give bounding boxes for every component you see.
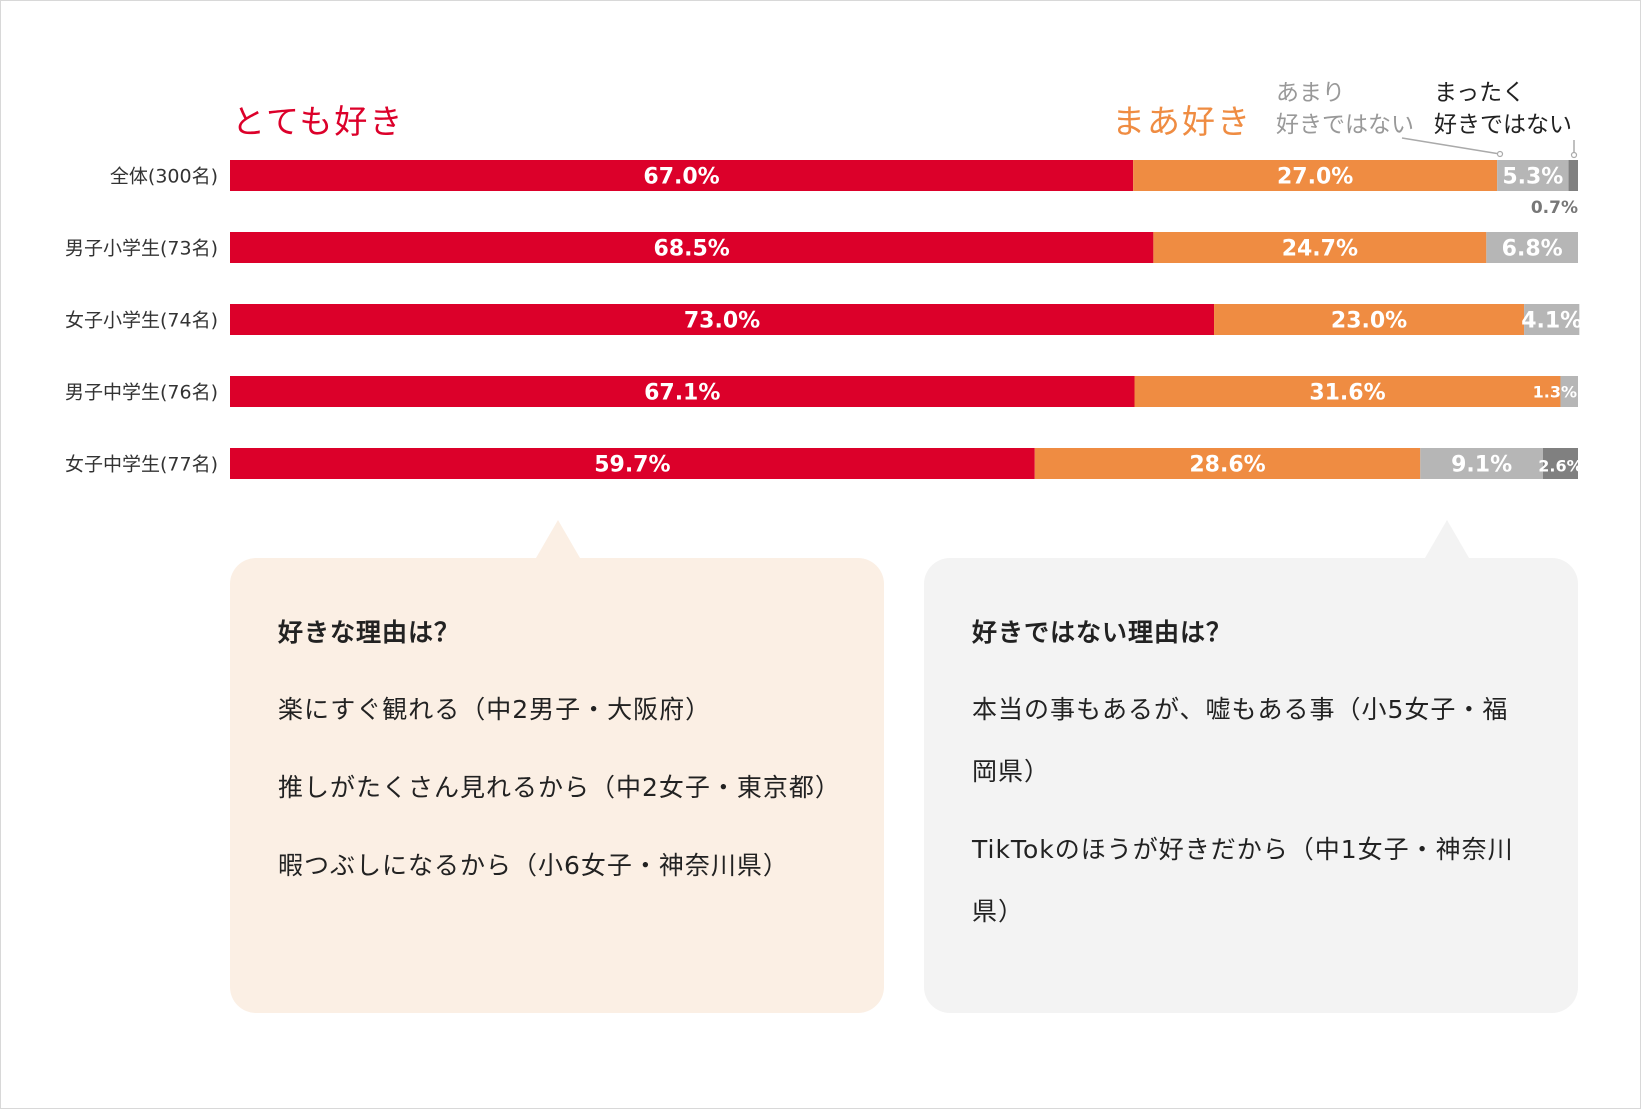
bar-segment xyxy=(1568,160,1578,191)
bar-segment xyxy=(1497,160,1569,191)
bar-segment xyxy=(1134,376,1561,407)
data-label: 73.0% xyxy=(684,309,760,334)
legend-leader-dot xyxy=(1496,150,1504,158)
bar-segment xyxy=(1214,304,1525,335)
data-label: 67.0% xyxy=(643,165,719,190)
stacked-bar-chart: 全体(300名) 67.0% 27.0% 5.3% 0.7% 男子小学生(73名) 68.5… xyxy=(65,80,1583,479)
bar-segment xyxy=(230,304,1215,335)
dislike-reason-item: 本当の事もあるが、嘘もある事（小5女子・福岡県） xyxy=(972,695,1509,786)
legend-label: まあ好き xyxy=(1112,102,1252,141)
dislike-reason-item: TikTokのほうが好きだから（中1女子・神奈川県） xyxy=(972,835,1514,926)
bar-segment xyxy=(1420,448,1543,479)
data-label: 23.0% xyxy=(1331,309,1407,334)
like-reasons-box: 好きな理由は？ 楽にすぐ観れる（中2男子・大阪府） 推しがたくさん見れるから（中… xyxy=(230,520,884,1013)
legend-label: とても好き xyxy=(232,102,404,141)
like-box-pointer xyxy=(536,520,580,558)
category-label: 女子中学生(77名) xyxy=(65,454,218,476)
data-label: 67.1% xyxy=(644,381,720,406)
like-reason-item: 楽にすぐ観れる（中2男子・大阪府） xyxy=(278,695,712,724)
bar-segment xyxy=(230,448,1035,479)
legend-label: まったく xyxy=(1434,80,1525,106)
like-reason-item: 推しがたくさん見れるから（中2女子・東京都） xyxy=(278,773,841,802)
data-label: 4.1% xyxy=(1521,309,1582,334)
data-label: 28.6% xyxy=(1189,453,1265,478)
data-label: 5.3% xyxy=(1502,165,1563,190)
legend-label: 好きではない xyxy=(1434,112,1572,138)
legend-leader-dot xyxy=(1570,151,1578,159)
dislike-reasons-box: 好きではない理由は？ 本当の事もあるが、嘘もある事（小5女子・福岡県） TikT… xyxy=(924,520,1578,1013)
bar-segment xyxy=(1524,304,1580,335)
legend-label: 好きではない xyxy=(1276,112,1414,138)
bar-segment xyxy=(1486,232,1578,263)
data-label: 9.1% xyxy=(1451,453,1512,478)
bar-segment xyxy=(1034,448,1421,479)
data-label: 24.7% xyxy=(1282,237,1358,262)
data-label: 31.6% xyxy=(1309,381,1385,406)
category-label: 男子中学生(76名) xyxy=(65,382,218,404)
bar-segment xyxy=(230,376,1135,407)
like-reasons-question: 好きな理由は？ xyxy=(278,618,461,647)
bar-segment xyxy=(230,232,1154,263)
data-label: 0.7% xyxy=(1531,198,1578,218)
dislike-box-pointer xyxy=(1425,520,1469,558)
data-label: 1.3% xyxy=(1533,383,1577,402)
dislike-reasons-question: 好きではない理由は？ xyxy=(972,618,1233,647)
legend-label: あまり xyxy=(1276,80,1345,106)
bar-segment xyxy=(1560,376,1578,407)
bar-segment xyxy=(1133,160,1498,191)
category-label: 女子小学生(74名) xyxy=(65,310,218,332)
data-label: 59.7% xyxy=(594,453,670,478)
data-label: 2.6% xyxy=(1538,457,1582,476)
data-label: 68.5% xyxy=(654,237,730,262)
like-reason-item: 暇つぶしになるから（小6女子・神奈川県） xyxy=(278,851,789,880)
bar-segment xyxy=(1542,448,1578,479)
category-label: 全体(300名) xyxy=(110,166,218,188)
category-label: 男子小学生(73名) xyxy=(65,238,218,260)
bar-segment xyxy=(1153,232,1487,263)
data-label: 27.0% xyxy=(1277,165,1353,190)
bar-segment xyxy=(230,160,1134,191)
data-label: 6.8% xyxy=(1502,237,1563,262)
legend-leader-line xyxy=(1401,137,1501,155)
